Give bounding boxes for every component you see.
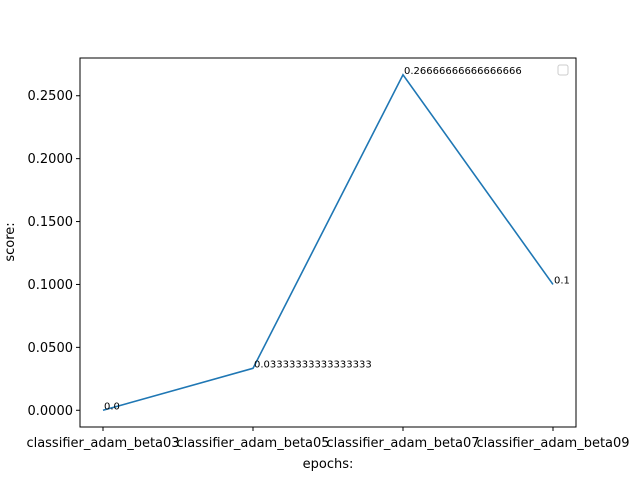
data-label: 0.26666666666666666 [404,66,522,77]
y-tick-label: 0.2500 [28,89,74,104]
data-label: 0.03333333333333333 [254,359,372,370]
y-tick-label: 0.1000 [28,278,74,293]
x-tick-label: classifier_adam_beta05 [176,436,329,451]
y-tick-label: 0.0000 [28,404,74,419]
x-axis-label: epochs: [303,457,354,472]
plot-area [79,57,577,428]
y-axis-label: score: [3,222,18,261]
y-axis: 0.0000 0.0500 0.1000 0.1500 0.2000 0.2500 [28,89,80,419]
data-labels: 0.0 0.03333333333333333 0.2666666666666666… [104,66,570,412]
x-tick-label: classifier_adam_beta03 [26,436,179,451]
y-tick-label: 0.2000 [28,152,74,167]
y-tick-label: 0.1500 [28,215,74,230]
legend-box [557,64,569,76]
series-line [102,73,554,412]
x-tick-label: classifier_adam_beta09 [476,436,629,451]
y-tick-label: 0.0500 [28,341,74,356]
data-label: 0.1 [554,275,570,286]
data-label: 0.0 [104,401,120,412]
x-axis: classifier_adam_beta03classifier_adam_be… [26,427,630,451]
x-tick-label: classifier_adam_beta07 [326,436,479,451]
